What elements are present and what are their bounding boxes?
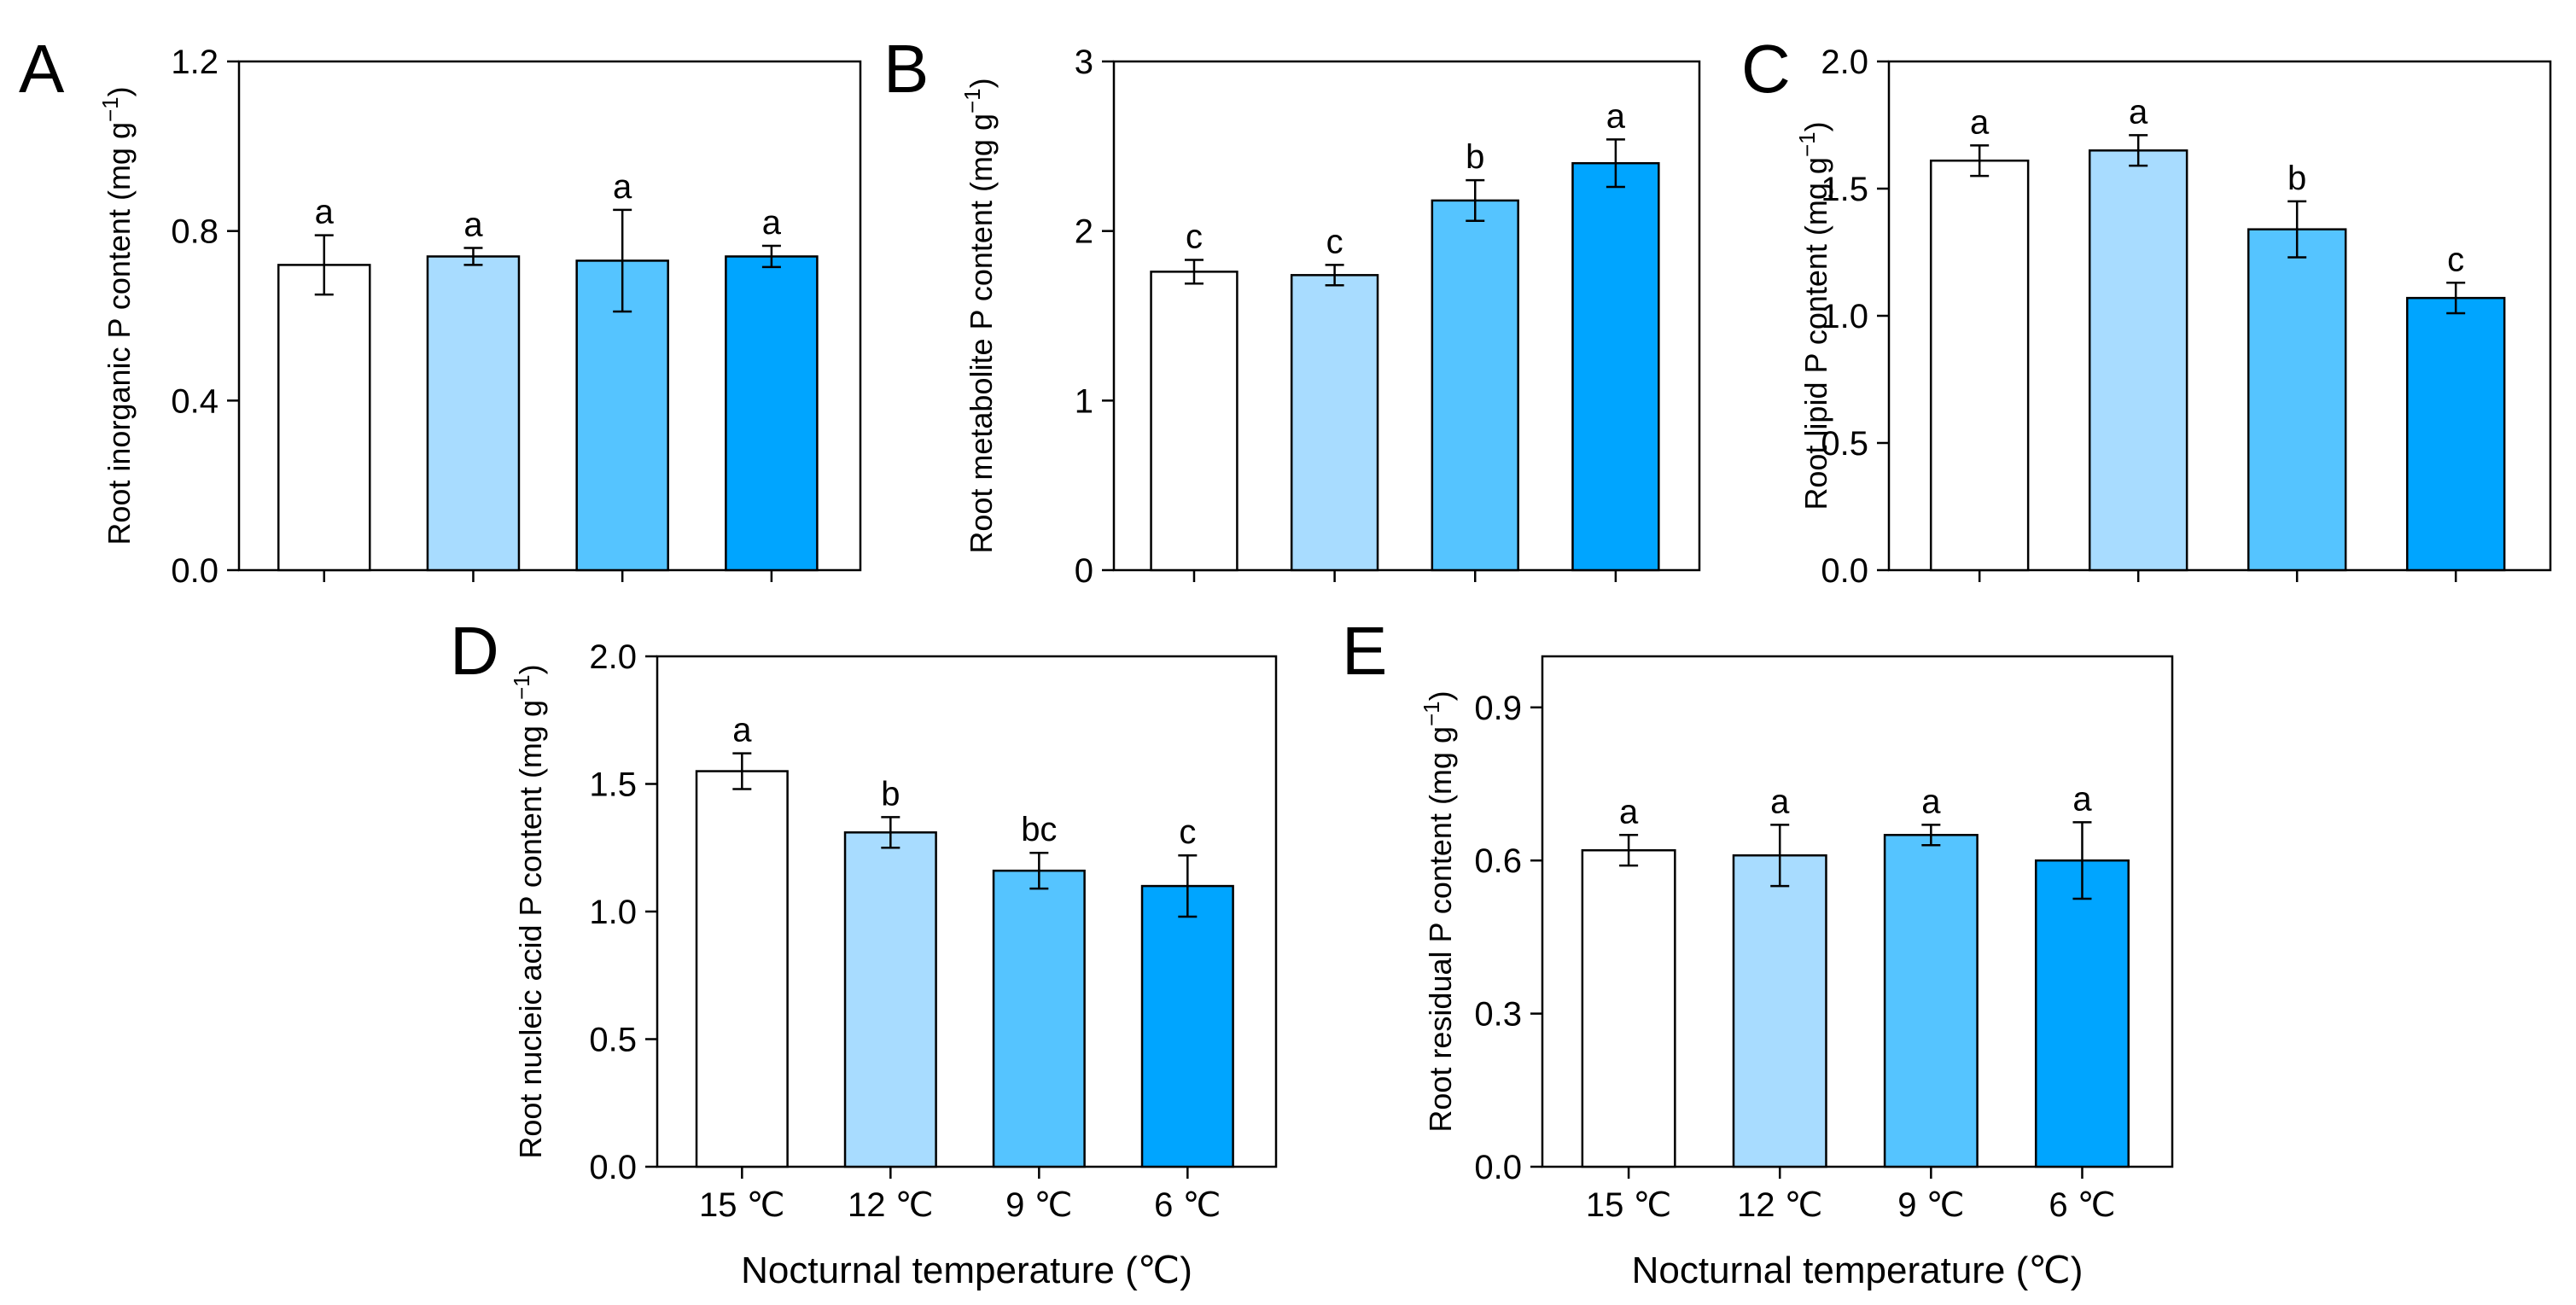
y-tick-label: 1.2 [171,44,219,81]
y-axis-label: Root metabolite P content (mg g−1) [959,78,999,553]
x-tick-label: 6 ℃ [2049,1186,2115,1224]
bar [2405,296,2506,572]
y-axis-label: Root lipid P content (mg g−1) [1794,121,1833,510]
bar [1571,161,1660,572]
y-tick-label: 0.9 [1474,690,1522,727]
plot-frame [1541,655,2174,1168]
y-tick-label: 1 [1075,382,1093,420]
y-tick-label: 0.6 [1474,842,1522,880]
bar [725,255,819,572]
panel-c: C 0.0 0.5 1.0 1.5 2.0 Root lipid P content (mg… [1741,31,2552,590]
panel-letter: C [1741,31,1791,107]
panel-letter: B [883,31,929,107]
x-tick-label: 12 ℃ [848,1186,934,1224]
plot-frame [237,60,862,572]
x-tick-label: 9 ℃ [1005,1186,1072,1224]
x-axis-label: Nocturnal temperature (℃) [741,1250,1192,1291]
panel-b: B 0 1 2 3 Root metabolite P content (mg g−1) c… [883,31,1701,590]
y-tick-label: 2.0 [589,638,637,676]
y-tick-label: 1.5 [1821,171,1868,208]
significance-label: b [1466,138,1484,176]
y-tick-label: 0.8 [171,213,219,251]
significance-label: c [1186,218,1203,255]
y-tick-label: 1.0 [589,894,637,931]
y-axis-label: Root inorganic P content (mg g−1) [97,86,137,545]
y-axis-label: Root nucleic acid P content (mg g−1) [509,664,548,1158]
significance-label: a [1619,793,1639,830]
panel-letter: E [1342,613,1387,689]
y-tick-label: 2 [1075,213,1093,251]
bar [992,869,1086,1168]
significance-label: a [1921,783,1941,820]
bar [1140,884,1234,1168]
panel-letter: D [450,613,499,689]
y-tick-label: 1.5 [589,766,637,804]
x-tick-label: 6 ℃ [1154,1186,1221,1224]
bar [2034,859,2130,1168]
significance-label: a [2129,93,2148,131]
x-tick-label: 15 ℃ [1586,1186,1672,1224]
panel-d: D 0.0 0.5 1.0 1.5 2.0 Root nucleic acid P cont… [450,613,1278,1291]
y-axis-label: Root residual P content (mg g−1) [1419,690,1458,1132]
significance-label: bc [1021,811,1057,848]
significance-label: a [463,207,483,244]
significance-label: a [315,194,335,231]
bar [426,255,521,572]
x-tick-label: 12 ℃ [1737,1186,1823,1224]
bar [1883,834,1979,1168]
y-tick-label: 0.4 [171,382,219,420]
significance-label: a [1606,97,1626,135]
x-tick-label: 15 ℃ [699,1186,785,1224]
significance-label: a [762,204,782,242]
significance-label: a [732,712,752,749]
x-tick-label: 9 ℃ [1897,1186,1964,1224]
panel-e: E 0.0 0.3 0.6 0.9 Root residual P content (mg… [1342,613,2174,1291]
bar [1290,274,1379,572]
panel-a: A 0.0 0.4 0.8 1.2 Root inorganic P content (m… [19,31,862,590]
y-tick-label: 1.0 [1821,298,1868,335]
significance-label: c [1326,223,1343,260]
y-tick-label: 0.5 [1821,425,1868,463]
y-tick-label: 0.0 [589,1149,637,1186]
significance-label: a [613,168,632,206]
bar [277,264,371,572]
significance-label: c [1179,813,1196,851]
y-tick-label: 3 [1075,44,1093,81]
y-tick-label: 2.0 [1821,44,1868,81]
bar [1150,271,1238,572]
panel-letter: A [19,31,65,107]
y-tick-label: 0.0 [1474,1149,1522,1186]
y-tick-label: 0 [1075,552,1093,590]
significance-label: c [2447,241,2464,278]
bar [2247,228,2347,572]
bar [843,831,937,1168]
bar [1929,159,2030,572]
y-tick-label: 0.0 [171,552,219,590]
y-tick-label: 0.3 [1474,996,1522,1034]
significance-label: b [881,775,900,813]
significance-label: a [1970,103,1990,141]
bar [1431,199,1519,572]
bar [1581,848,1676,1168]
bar [1732,853,1827,1168]
significance-label: a [1770,783,1790,820]
x-axis-label: Nocturnal temperature (℃) [1632,1250,2084,1291]
significance-label: a [2072,780,2092,818]
bar [2088,149,2188,572]
y-tick-label: 0.5 [589,1022,637,1059]
bar [695,770,789,1168]
y-tick-label: 0.0 [1821,552,1868,590]
significance-label: b [2288,160,2306,197]
plot-frame [1112,60,1701,572]
